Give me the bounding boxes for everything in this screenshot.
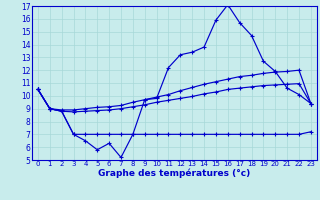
X-axis label: Graphe des températures (°c): Graphe des températures (°c) [98, 169, 251, 178]
